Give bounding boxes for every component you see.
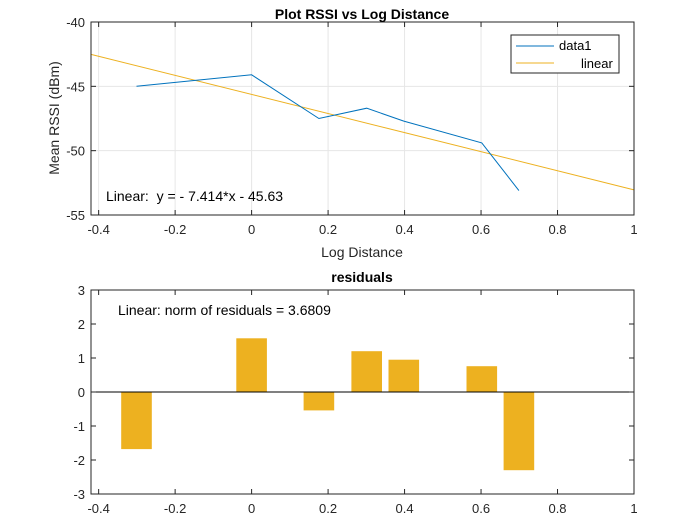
x-tick-label: 0.4 (396, 501, 414, 516)
residual-bar (388, 359, 420, 392)
x-tick-label: -0.2 (164, 222, 186, 237)
x-tick-label: 1 (630, 501, 637, 516)
residuals-plot: -0.4 -0.2 0 0.2 0.4 0.6 0.8 1 -3 -2 -1 0 1 2 3 residua… (73, 269, 637, 516)
y-tick-label: 3 (78, 283, 85, 298)
residual-bar (466, 366, 498, 392)
legend-label-linear: linear (581, 56, 613, 71)
y-tick-label: -2 (73, 453, 85, 468)
series-data1-line (136, 74, 520, 191)
x-tick-label: -0.4 (87, 501, 109, 516)
x-tick-label: -0.4 (87, 222, 109, 237)
x-tick-label: 0.4 (396, 222, 414, 237)
chart-title: residuals (331, 269, 393, 285)
y-tick-label: -50 (66, 144, 85, 159)
rssi-plot: -0.4 -0.2 0 0.2 0.4 0.6 0.8 1 -55 -50 -45 -40 Plot … (46, 6, 638, 260)
chart-title: Plot RSSI vs Log Distance (275, 6, 449, 22)
y-tick-label: -45 (66, 79, 85, 94)
y-tick-label: -55 (66, 208, 85, 223)
y-tick-label: -1 (73, 419, 85, 434)
x-tick-label: 0.2 (319, 222, 337, 237)
y-tick-label: 2 (78, 317, 85, 332)
x-tick-label: 0.6 (472, 222, 490, 237)
legend-label-data1: data1 (559, 38, 592, 53)
residual-bar (351, 351, 382, 392)
x-tick-label: 0.8 (548, 501, 566, 516)
y-tick-label: -40 (66, 15, 85, 30)
axes-box (90, 21, 635, 216)
x-tick-label: -0.2 (164, 501, 186, 516)
y-tick-label: 1 (78, 351, 85, 366)
y-axis-label: Mean RSSI (dBm) (46, 61, 62, 175)
x-tick-label: 0.6 (472, 501, 490, 516)
tick-group: -0.4 -0.2 0 0.2 0.4 0.6 0.8 1 -3 -2 -1 0 1 2 3 (73, 283, 637, 516)
residual-bar (303, 392, 335, 411)
x-axis-label: Log Distance (321, 244, 403, 260)
residual-bar (236, 338, 267, 392)
series-group (90, 53, 635, 191)
y-tick-label: -3 (73, 487, 85, 502)
x-tick-label: 0 (248, 501, 255, 516)
x-tick-label: 1 (630, 222, 637, 237)
fit-equation: Linear: y = - 7.414*x - 45.63 (106, 188, 283, 204)
tick-group: -0.4 -0.2 0 0.2 0.4 0.6 0.8 1 -55 -50 -45 -40 (66, 15, 637, 237)
y-tick-label: 0 (78, 385, 85, 400)
series-linear-line (90, 53, 635, 191)
x-tick-label: 0 (248, 222, 255, 237)
residual-bar (503, 392, 535, 471)
residual-bar (121, 392, 152, 450)
x-tick-label: 0.8 (548, 222, 566, 237)
bar-group (121, 338, 535, 471)
x-tick-label: 0.2 (319, 501, 337, 516)
residual-norm-text: Linear: norm of residuals = 3.6809 (118, 302, 331, 318)
legend-box (510, 34, 620, 74)
legend: data1 linear (510, 34, 620, 74)
